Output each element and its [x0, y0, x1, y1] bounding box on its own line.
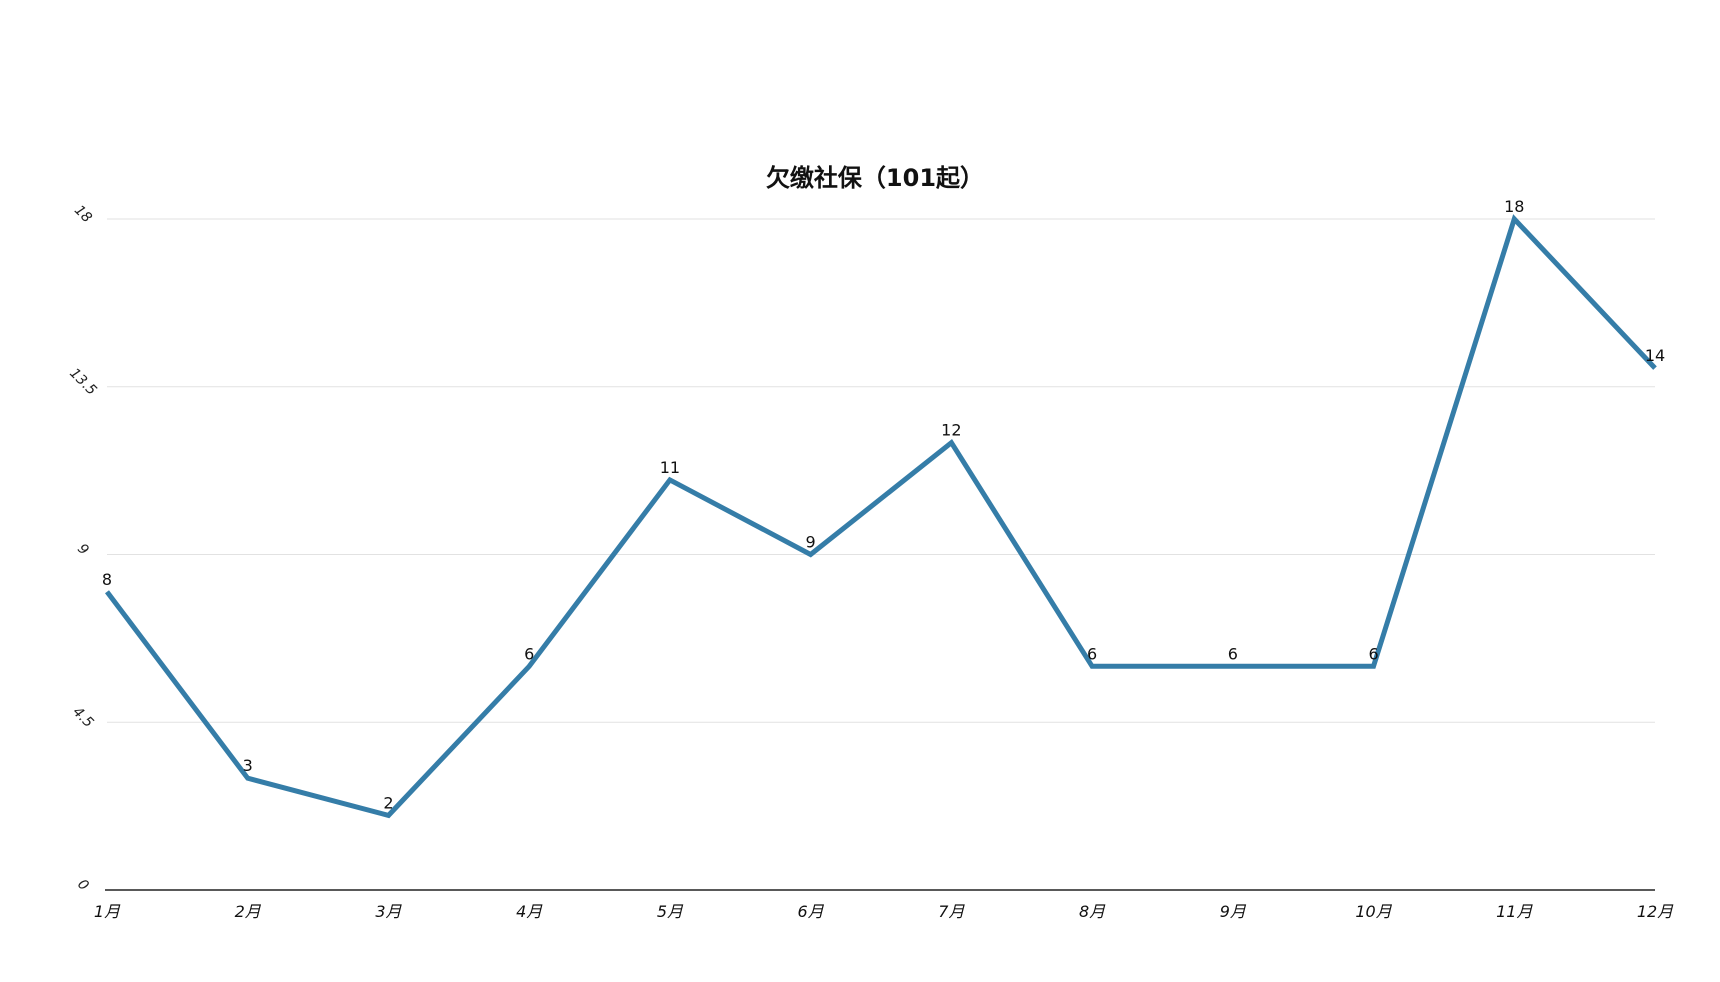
x-tick-label: 3月 [375, 902, 402, 921]
x-tick-label: 10月 [1355, 902, 1392, 921]
data-label: 6 [1087, 644, 1097, 663]
y-tick-label: 0 [74, 876, 92, 894]
x-tick-label: 8月 [1079, 902, 1106, 921]
data-labels: 8 3 2 6 11 9 12 6 6 6 18 14 [102, 197, 1665, 812]
x-tick-label: 12月 [1637, 902, 1674, 921]
data-label: 11 [660, 458, 680, 477]
axes: 0 4.5 9 13.5 18 1月 2月 3月 4月 5月 6月 7月 8月 9月 10月 11月 12月 [66, 202, 1674, 921]
data-label: 6 [1368, 644, 1378, 663]
data-label: 6 [524, 644, 534, 663]
data-label: 14 [1645, 346, 1665, 365]
x-tick-label: 2月 [235, 902, 262, 921]
y-tick-label: 13.5 [66, 365, 99, 398]
data-label: 6 [1228, 644, 1238, 663]
x-tick-label: 6月 [798, 902, 825, 921]
gridlines [107, 218, 1655, 723]
data-label: 2 [383, 793, 393, 812]
data-label: 12 [941, 421, 961, 440]
data-label: 8 [102, 570, 112, 589]
x-tick-label: 9月 [1220, 902, 1247, 921]
y-tick-label: 18 [71, 202, 95, 226]
series-line [105, 214, 1657, 819]
data-label: 9 [806, 533, 816, 552]
y-tick-label: 4.5 [69, 704, 96, 731]
x-tick-label: 4月 [516, 902, 543, 921]
x-tick-label: 1月 [94, 902, 121, 921]
y-tick-label: 9 [74, 541, 92, 559]
data-label: 18 [1504, 197, 1524, 216]
series-layer [105, 214, 1657, 819]
data-label: 3 [243, 756, 253, 775]
x-tick-label: 11月 [1496, 902, 1533, 921]
x-tick-label: 5月 [657, 902, 684, 921]
x-tick-label: 7月 [938, 902, 965, 921]
chart-title: 欠缴社保（101起） [766, 164, 984, 192]
